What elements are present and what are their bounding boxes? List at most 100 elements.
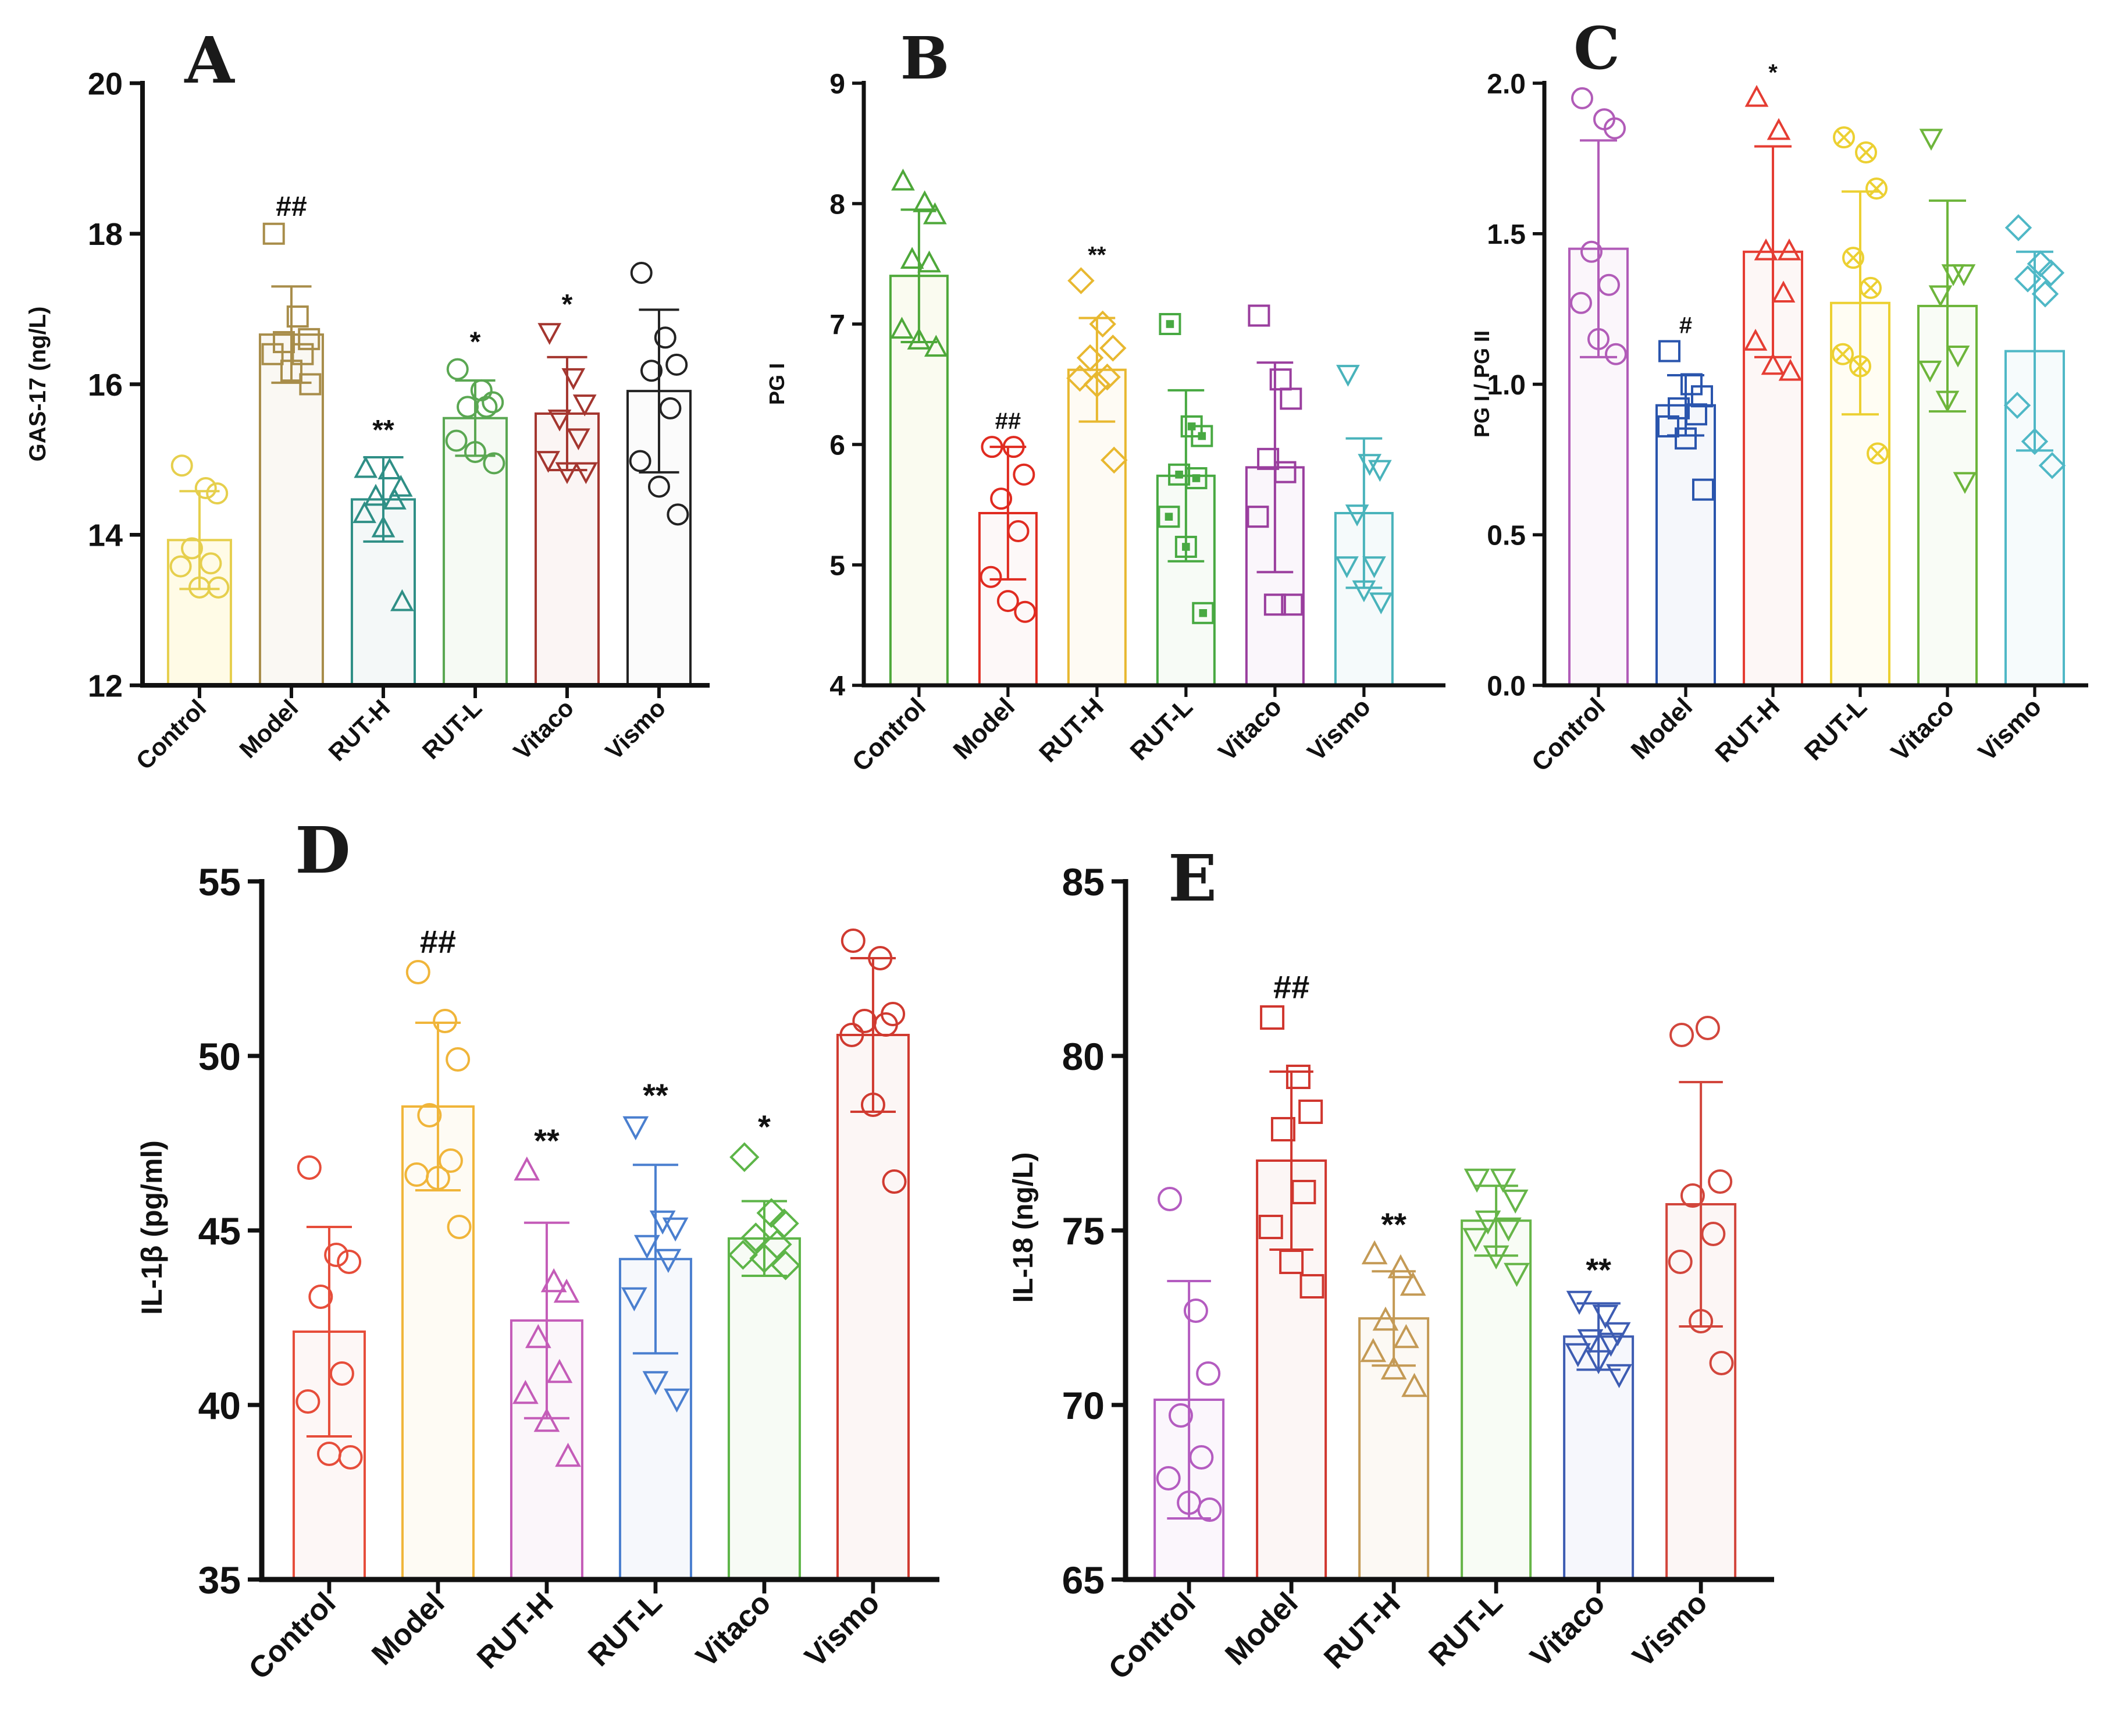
data-point bbox=[1189, 1445, 1214, 1470]
bar-group-vismo bbox=[626, 262, 692, 686]
data-point-x2 bbox=[1868, 180, 1885, 197]
data-point bbox=[642, 1371, 669, 1396]
data-point bbox=[728, 1240, 758, 1270]
data-point bbox=[1274, 461, 1297, 483]
y-tick-label: 8 bbox=[829, 189, 845, 220]
data-point-x2 bbox=[1863, 280, 1879, 296]
data-point bbox=[1014, 600, 1037, 623]
bar-group-model: ## bbox=[1256, 969, 1327, 1581]
data-point bbox=[1598, 273, 1620, 296]
data-point bbox=[1286, 1065, 1311, 1089]
bar-group-model: ## bbox=[258, 191, 324, 686]
data-point bbox=[425, 1166, 450, 1190]
data-point bbox=[1842, 247, 1864, 269]
data-point bbox=[1832, 343, 1854, 365]
y-tick-label: 6 bbox=[829, 430, 845, 461]
data-point bbox=[405, 960, 430, 984]
data-point bbox=[729, 1142, 760, 1172]
data-point bbox=[1849, 355, 1871, 378]
data-point bbox=[839, 1023, 864, 1047]
data-point bbox=[1007, 520, 1030, 543]
data-point bbox=[1083, 371, 1111, 398]
data-point bbox=[181, 537, 203, 560]
data-point bbox=[1483, 1245, 1509, 1270]
data-point bbox=[1183, 1299, 1208, 1323]
data-point bbox=[470, 379, 493, 401]
data-point bbox=[1345, 504, 1369, 527]
data-point bbox=[574, 462, 598, 485]
y-tick-label: 0.5 bbox=[1487, 521, 1526, 552]
data-point bbox=[2038, 451, 2066, 479]
data-point bbox=[1279, 1250, 1304, 1274]
data-point bbox=[533, 1407, 560, 1432]
data-point bbox=[1380, 1355, 1407, 1380]
data-point bbox=[200, 552, 222, 575]
x-tick-label: Model bbox=[234, 694, 303, 763]
data-point bbox=[621, 1287, 647, 1312]
data-point bbox=[1919, 129, 1943, 151]
data-point bbox=[1361, 1240, 1388, 1265]
data-point-x2 bbox=[1852, 358, 1868, 374]
bar bbox=[836, 1034, 910, 1581]
data-point bbox=[1269, 368, 1292, 391]
x-tick-label: RUT-L bbox=[1125, 692, 1198, 766]
data-point bbox=[924, 335, 948, 357]
data-point bbox=[1777, 238, 1801, 261]
data-point-x2 bbox=[1836, 129, 1852, 145]
data-point-x2 bbox=[1870, 446, 1886, 461]
data-point bbox=[1158, 1187, 1183, 1211]
panel-c: C PG I / PG II Control # Model * RUT-H RUT-L Vit… bbox=[1470, 14, 2088, 777]
bar-group-vitaco: ** bbox=[1563, 1251, 1635, 1581]
bar-group-vismo bbox=[836, 929, 910, 1581]
x-tick-label: RUT-L bbox=[1422, 1586, 1509, 1673]
data-point bbox=[1013, 463, 1035, 486]
data-point bbox=[1280, 387, 1302, 410]
data-point bbox=[1675, 427, 1697, 450]
data-point bbox=[655, 1248, 682, 1273]
bar bbox=[1655, 404, 1716, 686]
data-point bbox=[295, 1389, 321, 1414]
data-point bbox=[868, 946, 893, 970]
significance-label: ** bbox=[372, 415, 394, 446]
data-point bbox=[665, 353, 688, 376]
data-point bbox=[537, 323, 562, 345]
data-point bbox=[1192, 602, 1215, 624]
data-point bbox=[540, 1268, 567, 1293]
bar bbox=[1461, 1219, 1532, 1581]
data-point bbox=[1680, 1183, 1705, 1208]
y-axis-label: PG I / PG II bbox=[1470, 330, 1494, 437]
y-tick-label: 12 bbox=[88, 668, 123, 703]
data-point bbox=[169, 555, 192, 578]
data-point bbox=[1744, 84, 1769, 107]
data-point bbox=[629, 450, 651, 472]
data-point bbox=[1592, 1304, 1619, 1329]
y-tick-label: 80 bbox=[1062, 1035, 1105, 1078]
data-point bbox=[525, 1324, 551, 1349]
data-point bbox=[1281, 593, 1304, 616]
data-point bbox=[1475, 1210, 1501, 1235]
data-point bbox=[536, 451, 560, 473]
data-point-dot bbox=[1166, 320, 1174, 328]
panel-e: E IL-18 (ng/L) Control ## Model ** RUT-H RUT-L *… bbox=[1008, 841, 1774, 1686]
data-point bbox=[2021, 428, 2049, 456]
x-tick-label: Control bbox=[847, 692, 931, 777]
data-point bbox=[512, 1379, 539, 1404]
data-point bbox=[1928, 285, 1953, 308]
data-point bbox=[324, 1243, 349, 1267]
data-point bbox=[1336, 365, 1360, 387]
panel-letter: D bbox=[295, 813, 350, 888]
data-point bbox=[338, 1445, 363, 1470]
data-point bbox=[1580, 240, 1603, 263]
data-point bbox=[1156, 1466, 1181, 1490]
bar-group-vismo bbox=[1334, 365, 1394, 686]
data-point bbox=[841, 929, 866, 953]
data-point bbox=[996, 590, 1019, 613]
x-tick-label: RUT-L bbox=[582, 1586, 668, 1673]
data-point bbox=[1185, 467, 1208, 489]
data-point bbox=[1358, 454, 1382, 476]
data-point bbox=[900, 247, 924, 269]
x-tick-label: RUT-H bbox=[1710, 692, 1785, 768]
panel-a: A GAS-17 (ng/L) Control ## Model ** RUT-H * RUT-… bbox=[25, 23, 710, 775]
significance-label: * bbox=[470, 327, 481, 358]
data-point bbox=[297, 1155, 322, 1180]
